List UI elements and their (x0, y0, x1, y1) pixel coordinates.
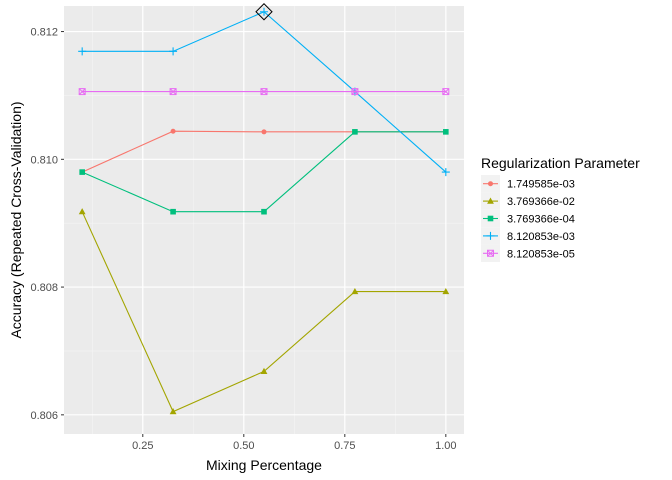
legend-key-marker (487, 249, 494, 257)
y-axis: 0.806 0.808 0.810 0.812 (30, 27, 64, 422)
legend-label: 1.749585e-03 (507, 179, 575, 191)
legend: Regularization Parameter 1.749585e-03 3.7… (481, 155, 640, 262)
series-8.120853e-05 (78, 88, 450, 96)
legend-item: 8.120853e-03 (481, 227, 575, 245)
data-point (260, 88, 268, 96)
legend-key-marker (488, 181, 493, 187)
legend-item: 8.120853e-05 (481, 244, 575, 262)
data-point (261, 129, 267, 135)
legend-item: 3.769366e-02 (481, 192, 575, 210)
data-point (78, 208, 86, 215)
legend-key-marker (486, 231, 495, 240)
data-point (78, 88, 86, 96)
y-axis-title: Accuracy (Repeated Cross-Validation) (8, 101, 24, 338)
x-tick-label: 0.25 (132, 440, 153, 452)
x-tick-label: 0.75 (334, 440, 355, 452)
data-point (169, 408, 177, 415)
x-axis-title: Mixing Percentage (206, 457, 322, 473)
data-point (351, 88, 359, 96)
data-point (441, 168, 450, 177)
highlight-diamond (255, 3, 273, 21)
legend-label: 3.769366e-02 (507, 196, 575, 208)
best-point-highlight (255, 3, 273, 21)
data-point (442, 287, 450, 295)
series-3.769366e-02 (78, 208, 450, 415)
data-point (351, 287, 359, 295)
data-point (79, 169, 85, 175)
y-tick-label: 0.808 (30, 282, 58, 294)
legend-item: 1.749585e-03 (481, 175, 575, 193)
legend-title: Regularization Parameter (481, 155, 640, 171)
data-point (442, 88, 450, 96)
legend-key-marker (487, 215, 494, 222)
data-point (352, 129, 358, 135)
series-3.769366e-04 (79, 129, 449, 215)
data-point (169, 88, 177, 96)
y-tick-label: 0.806 (30, 410, 58, 422)
legend-label: 8.120853e-03 (507, 231, 575, 243)
data-point (443, 129, 449, 135)
panel-background (64, 6, 464, 434)
data-point (261, 208, 267, 215)
data-point (169, 47, 178, 56)
data-point (260, 367, 268, 374)
x-tick-label: 1.00 (435, 440, 456, 452)
legend-item: 3.769366e-04 (481, 209, 575, 228)
x-tick-label: 0.50 (233, 440, 254, 452)
minor-gridlines (64, 6, 464, 434)
series-layer (78, 7, 450, 415)
x-axis: 0.25 0.50 0.75 1.00 (132, 434, 457, 452)
legend-label: 3.769366e-04 (507, 214, 575, 226)
major-gridlines (64, 6, 464, 434)
data-point (260, 7, 268, 16)
data-point (78, 47, 87, 56)
legend-label: 8.120853e-05 (507, 248, 575, 260)
data-point (170, 128, 176, 134)
data-point (170, 208, 176, 215)
y-tick-label: 0.812 (30, 27, 58, 39)
y-tick-label: 0.810 (30, 154, 58, 166)
legend-key-marker (487, 197, 494, 204)
